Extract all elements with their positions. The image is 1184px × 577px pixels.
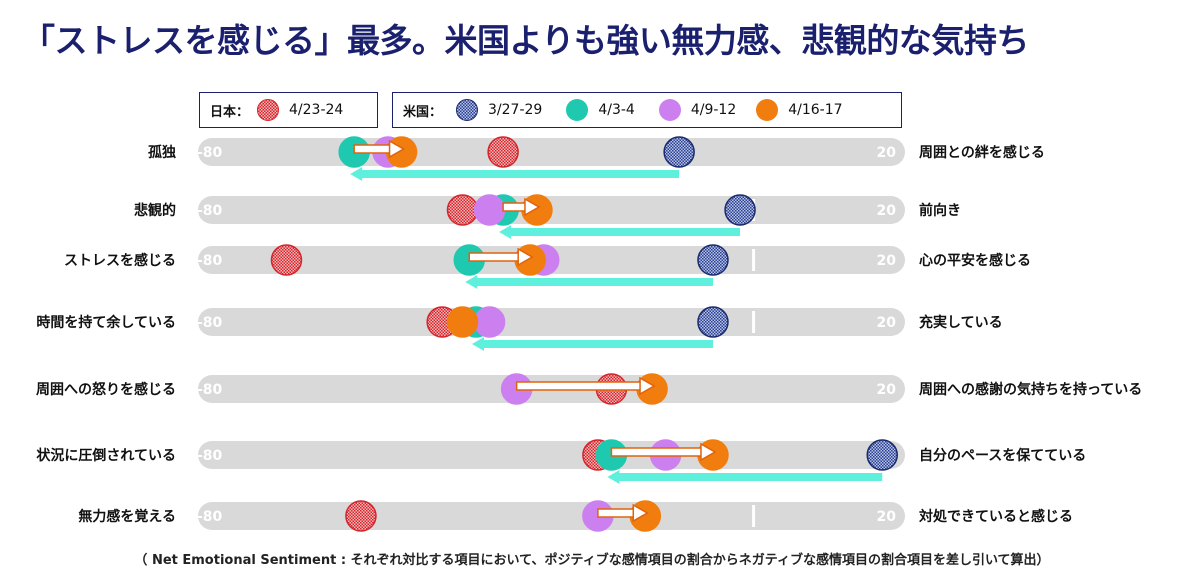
legend-dot-jp-0423 <box>257 99 280 121</box>
legend-item-us-0403: 4/3-4 <box>566 99 635 121</box>
row-label-right: 周囲との絆を感じる <box>919 145 1045 161</box>
legend-us-title: 米国： <box>403 104 443 120</box>
axis-min-label: -80 <box>197 382 223 398</box>
row-label-right: 対処できていると感じる <box>919 509 1073 525</box>
legend-label-us-0403: 4/3-4 <box>598 102 635 118</box>
progress-arrow-shaft <box>353 144 393 154</box>
dot-jp-0423 <box>270 244 303 276</box>
row-label-left: 時間を持て余している <box>36 315 176 331</box>
track-bar <box>198 308 905 336</box>
row-label-right: 自分のペースを保てている <box>919 448 1087 464</box>
legend-us: 米国： 3/27-29 4/3-4 4/9-12 4/16-17 <box>392 92 902 128</box>
page-title: 「ストレスを感じる」最多。米国よりも強い無力感、悲観的な気持ち <box>22 21 1029 60</box>
legend-label-us-0327: 3/27-29 <box>488 102 543 118</box>
axis-min-label: -80 <box>197 315 223 331</box>
dot-jp-0423 <box>446 194 479 226</box>
progress-arrow-head <box>388 139 406 159</box>
track-bar <box>198 502 905 530</box>
trend-arrow-shaft <box>360 170 680 178</box>
legend-japan-title: 日本： <box>210 104 250 120</box>
dot-us-0327 <box>663 136 695 168</box>
dot-us-0327 <box>697 306 729 338</box>
progress-arrow-shaft <box>597 508 637 518</box>
axis-min-label: -80 <box>197 253 223 269</box>
trend-arrow-head <box>350 167 363 181</box>
row-label-left: 悲観的 <box>134 203 176 219</box>
trend-arrow-shaft <box>617 473 883 481</box>
dot-us-0409 <box>473 306 506 338</box>
trend-arrow-head <box>472 337 485 351</box>
axis-min-label: -80 <box>197 203 223 219</box>
trend-arrow-head <box>499 225 512 239</box>
trend-arrow-head <box>465 275 478 289</box>
row-label-right: 充実している <box>919 315 1003 331</box>
dot-us-0416 <box>446 306 479 338</box>
axis-max-label: 20 <box>877 253 897 269</box>
progress-arrow-shaft <box>502 202 528 212</box>
trend-arrow-head <box>607 470 620 484</box>
dot-us-0327 <box>697 244 729 276</box>
row-label-right: 心の平安を感じる <box>919 253 1031 269</box>
legend-item-us-0327: 3/27-29 <box>456 99 542 121</box>
legend-dot-us-0403 <box>566 99 589 121</box>
legend-label-us-0409: 4/9-12 <box>690 102 737 118</box>
progress-arrow-head <box>632 503 649 523</box>
legend-japan: 日本： 4/23-24 <box>199 92 378 128</box>
progress-arrow-head <box>517 247 534 267</box>
row-label-right: 前向き <box>919 203 961 219</box>
dot-us-0327 <box>866 439 898 471</box>
dot-us-0409 <box>473 194 506 226</box>
legend-label-jp-0423: 4/23-24 <box>289 102 344 118</box>
legend-item-us-0409: 4/9-12 <box>658 99 737 121</box>
axis-min-label: -80 <box>197 145 223 161</box>
row-label-left: 周囲への怒りを感じる <box>36 382 176 398</box>
legend-label-us-0416: 4/16-17 <box>788 102 843 118</box>
axis-max-label: 20 <box>877 382 897 398</box>
progress-arrow-shaft <box>468 252 521 262</box>
legend-dot-us-0409 <box>658 99 681 121</box>
legend-dot-us-0416 <box>756 99 779 121</box>
progress-arrow-shaft <box>515 381 643 391</box>
trend-arrow-shaft <box>482 340 713 348</box>
dot-jp-0423 <box>487 136 519 168</box>
legend-item-us-0416: 4/16-17 <box>756 99 843 121</box>
legend-item-jp-0423: 4/23-24 <box>257 99 343 121</box>
footnote: （ Net Emotional Sentiment : それぞれ対比する項目にお… <box>134 553 1050 568</box>
axis-max-label: 20 <box>877 315 897 331</box>
progress-arrow-head <box>639 376 656 396</box>
row-label-left: 状況に圧倒されている <box>36 448 176 464</box>
axis-max-label: 20 <box>877 145 897 161</box>
axis-max-label: 20 <box>877 509 897 525</box>
trend-arrow-shaft <box>475 278 713 286</box>
dot-us-0327 <box>724 194 756 226</box>
row-label-right: 周囲への感謝の気持ちを持っている <box>919 382 1143 398</box>
legend-dot-us-0327 <box>456 99 479 121</box>
row-label-left: 無力感を覚える <box>78 509 176 525</box>
trend-arrow-shaft <box>509 228 741 236</box>
progress-arrow-shaft <box>610 447 704 457</box>
row-label-left: ストレスを感じる <box>64 253 176 269</box>
axis-max-label: 20 <box>877 203 897 219</box>
track-bar <box>198 138 905 166</box>
axis-min-label: -80 <box>197 509 223 525</box>
progress-arrow-head <box>524 197 541 217</box>
track-bar <box>198 441 905 469</box>
progress-arrow-head <box>700 442 717 462</box>
dot-jp-0423 <box>345 500 377 532</box>
row-label-left: 孤独 <box>148 145 176 161</box>
axis-min-label: -80 <box>197 448 223 464</box>
